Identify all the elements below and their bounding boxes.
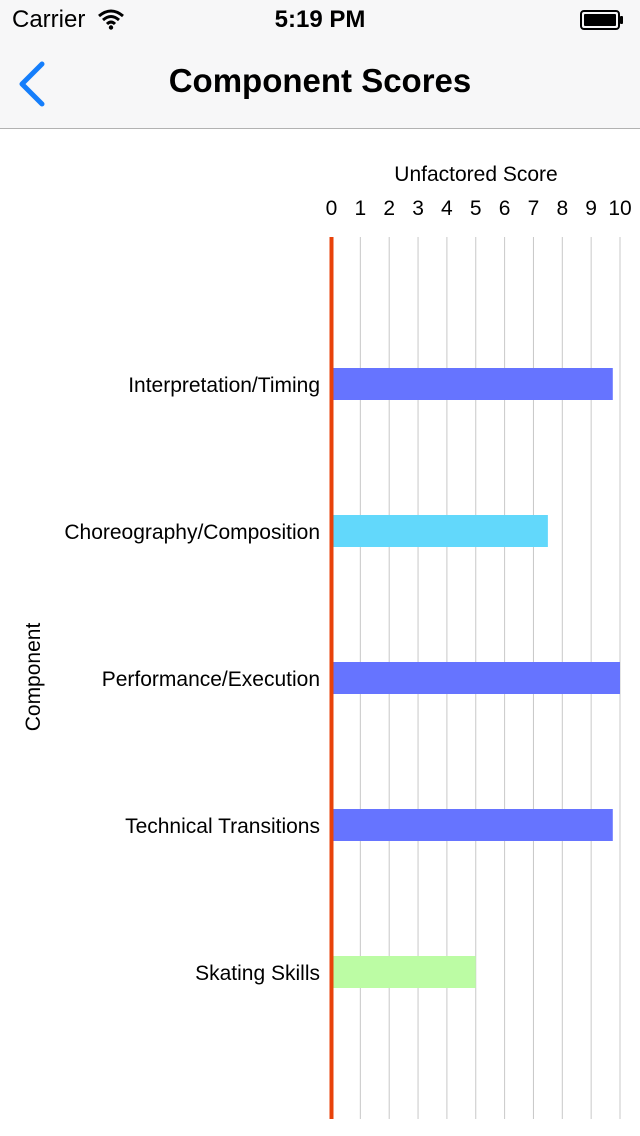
page-title: Component Scores — [168, 62, 472, 99]
bar — [333, 662, 620, 694]
carrier-label: Carrier — [12, 6, 86, 33]
bars — [333, 368, 620, 988]
battery-icon — [580, 10, 623, 30]
x-tick-label: 7 — [528, 197, 540, 220]
chevron-left-icon — [19, 61, 45, 107]
category-label: Choreography/Composition — [64, 521, 320, 544]
x-tick-label: 10 — [608, 197, 631, 220]
navigation-bar: Component Scores — [0, 40, 640, 129]
wifi-icon — [98, 9, 124, 30]
status-bar: Carrier 5:19 PM — [0, 0, 640, 40]
x-tick-label: 1 — [355, 197, 367, 220]
category-label: Interpretation/Timing — [128, 374, 320, 397]
bar — [333, 515, 548, 547]
x-axis-label: Unfactored Score — [394, 163, 557, 186]
x-tick-labels: 0 1 2 3 4 5 6 7 8 9 10 — [326, 197, 632, 220]
x-tick-label: 2 — [383, 197, 395, 220]
category-labels: Interpretation/Timing Choreography/Compos… — [64, 374, 320, 985]
category-label: Performance/Execution — [102, 668, 320, 691]
x-tick-label: 0 — [326, 197, 338, 220]
x-tick-label: 5 — [470, 197, 482, 220]
x-tick-label: 6 — [499, 197, 511, 220]
x-tick-label: 3 — [412, 197, 424, 220]
bar — [333, 809, 613, 841]
x-tick-label: 8 — [556, 197, 568, 220]
x-tick-label: 9 — [585, 197, 597, 220]
bar — [333, 368, 613, 400]
back-button[interactable] — [8, 58, 60, 110]
x-tick-label: 4 — [441, 197, 453, 220]
status-time: 5:19 PM — [274, 6, 366, 33]
category-label: Skating Skills — [195, 962, 320, 985]
category-label: Technical Transitions — [125, 815, 320, 838]
y-axis-label: Component — [22, 623, 45, 732]
score-bar-chart: Unfactored Score Component 0 1 2 3 4 5 6 7 8 9 10 … — [22, 163, 632, 1119]
bar — [333, 956, 476, 988]
